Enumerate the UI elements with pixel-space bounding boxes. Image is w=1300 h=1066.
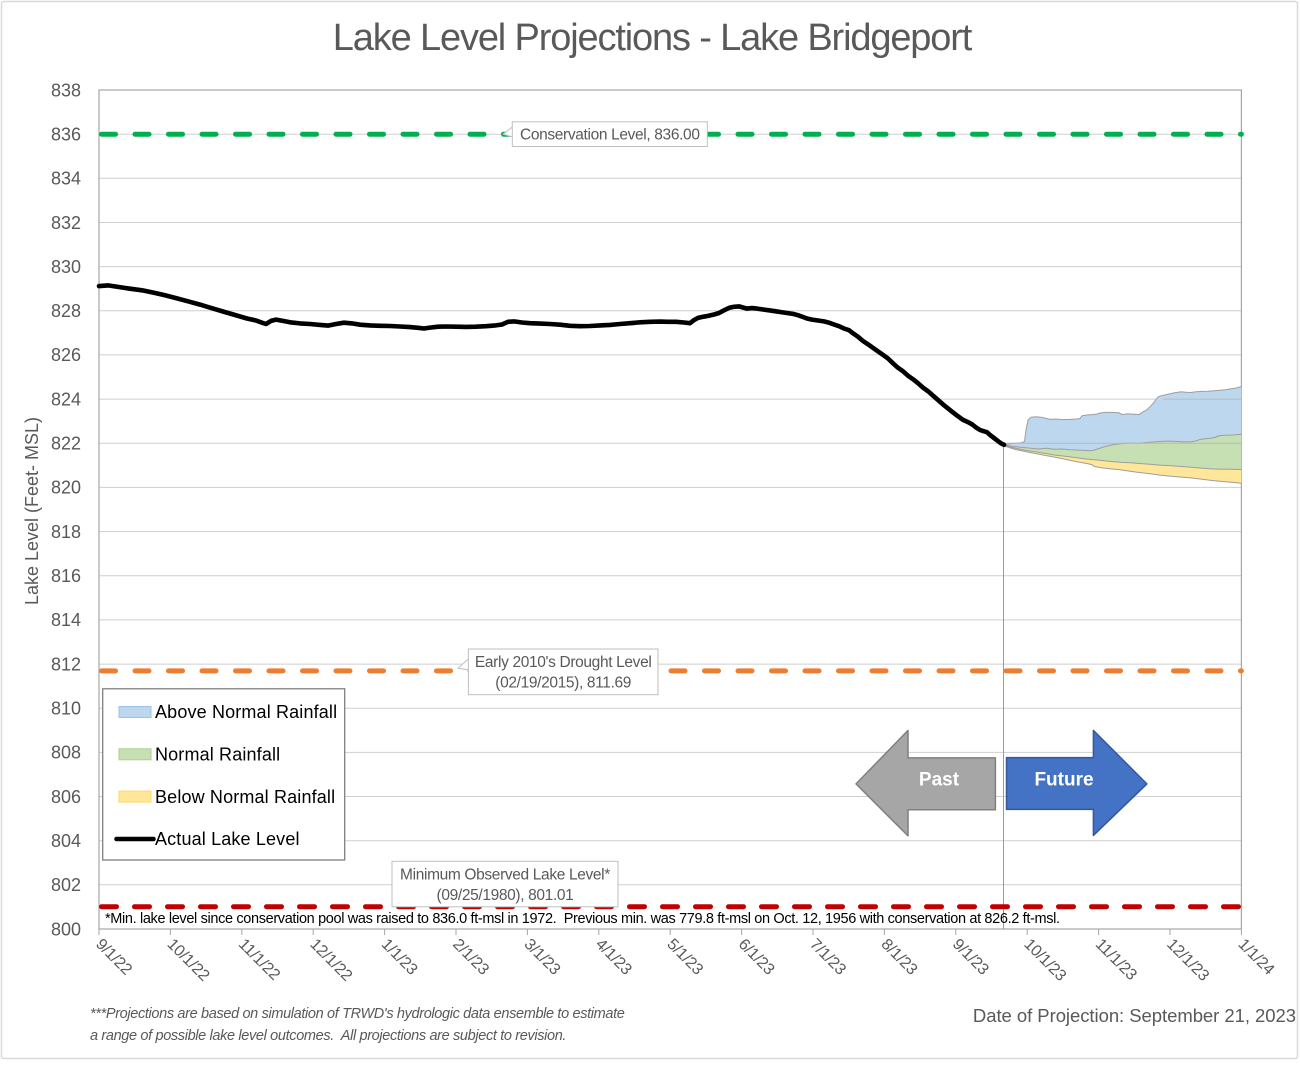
svg-text:818: 818	[51, 522, 81, 542]
svg-text:Future: Future	[1034, 770, 1093, 791]
svg-text:Minimum Observed Lake Level*: Minimum Observed Lake Level*	[400, 866, 610, 883]
svg-text:Date of Projection: September: Date of Projection: September 21, 2023	[973, 1005, 1296, 1026]
svg-text:822: 822	[51, 434, 81, 454]
svg-text:836: 836	[51, 125, 81, 145]
svg-text:816: 816	[51, 566, 81, 586]
svg-text:832: 832	[51, 213, 81, 233]
svg-text:830: 830	[51, 257, 81, 277]
svg-text:804: 804	[51, 831, 81, 851]
svg-text:800: 800	[51, 919, 81, 939]
svg-text:*Min. lake level since conserv: *Min. lake level since conservation pool…	[105, 911, 1060, 927]
svg-text:(02/19/2015), 811.69: (02/19/2015), 811.69	[495, 675, 631, 692]
svg-text:Lake Level (Feet- MSL): Lake Level (Feet- MSL)	[22, 417, 42, 605]
svg-text:Conservation Level, 836.00: Conservation Level, 836.00	[520, 127, 700, 144]
svg-text:834: 834	[51, 169, 81, 189]
svg-text:824: 824	[51, 389, 81, 409]
svg-text:802: 802	[51, 875, 81, 895]
svg-text:814: 814	[51, 610, 81, 630]
svg-text:(09/25/1980), 801.01: (09/25/1980), 801.01	[437, 887, 574, 904]
svg-text:828: 828	[51, 301, 81, 321]
svg-text:820: 820	[51, 478, 81, 498]
svg-text:Actual Lake Level: Actual Lake Level	[155, 829, 300, 849]
svg-text:Past: Past	[919, 770, 960, 791]
svg-text:808: 808	[51, 743, 81, 763]
svg-text:Lake Level Projections - Lake: Lake Level Projections - Lake Bridgeport	[333, 17, 973, 59]
svg-text:826: 826	[51, 345, 81, 365]
svg-text:Above Normal Rainfall: Above Normal Rainfall	[155, 702, 337, 722]
svg-text:Early 2010's Drought Level: Early 2010's Drought Level	[475, 654, 652, 671]
svg-text:810: 810	[51, 699, 81, 719]
svg-text:806: 806	[51, 787, 81, 807]
svg-text:838: 838	[51, 80, 81, 100]
svg-text:812: 812	[51, 654, 81, 674]
svg-text:Below Normal Rainfall: Below Normal Rainfall	[155, 787, 335, 807]
svg-text:Normal Rainfall: Normal Rainfall	[155, 745, 280, 765]
svg-text:a range of possible lake level: a range of possible lake level outcomes.…	[90, 1028, 566, 1044]
svg-text:***Projections are based on si: ***Projections are based on simulation o…	[90, 1006, 625, 1022]
